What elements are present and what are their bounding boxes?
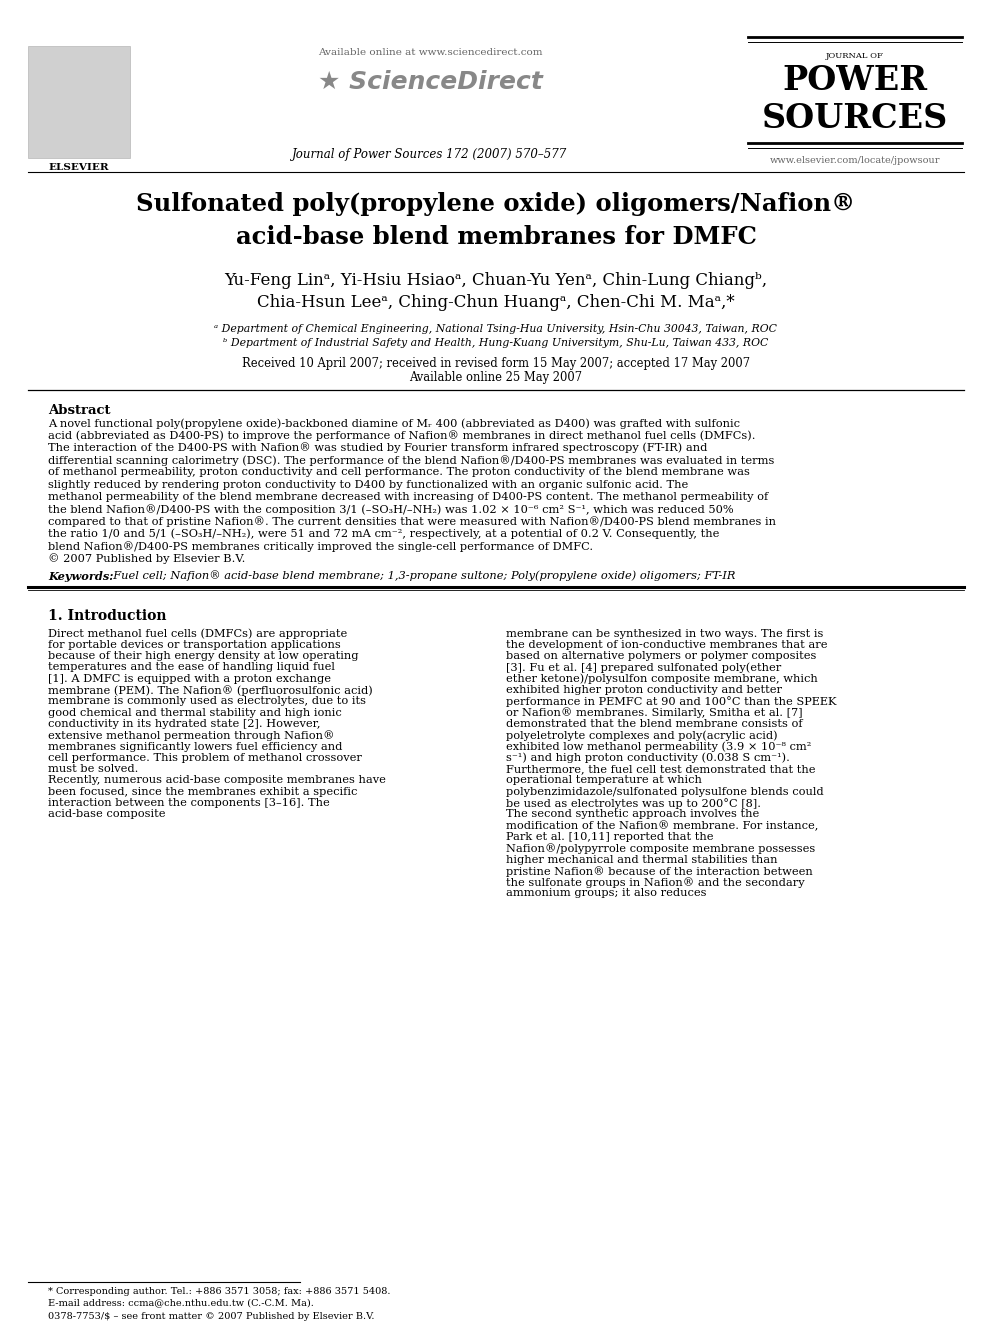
Text: demonstrated that the blend membrane consists of: demonstrated that the blend membrane con… (506, 718, 803, 729)
Text: POWER: POWER (783, 64, 928, 97)
Text: Direct methanol fuel cells (DMFCs) are appropriate: Direct methanol fuel cells (DMFCs) are a… (48, 628, 347, 639)
Text: acid (abbreviated as D400-PS) to improve the performance of Nafion® membranes in: acid (abbreviated as D400-PS) to improve… (48, 430, 756, 441)
Text: membrane can be synthesized in two ways. The first is: membrane can be synthesized in two ways.… (506, 628, 823, 639)
Text: interaction between the components [3–16]. The: interaction between the components [3–16… (48, 798, 329, 808)
Text: compared to that of pristine Nafion®. The current densities that were measured w: compared to that of pristine Nafion®. Th… (48, 516, 776, 527)
Text: Recently, numerous acid-base composite membranes have: Recently, numerous acid-base composite m… (48, 775, 386, 786)
Text: Yu-Feng Linᵃ, Yi-Hsiu Hsiaoᵃ, Chuan-Yu Yenᵃ, Chin-Lung Chiangᵇ,: Yu-Feng Linᵃ, Yi-Hsiu Hsiaoᵃ, Chuan-Yu Y… (224, 273, 768, 288)
Text: exhibited higher proton conductivity and better: exhibited higher proton conductivity and… (506, 685, 782, 695)
Text: A novel functional poly(propylene oxide)-backboned diamine of Mᵣ 400 (abbreviate: A novel functional poly(propylene oxide)… (48, 418, 740, 429)
Text: modification of the Nafion® membrane. For instance,: modification of the Nafion® membrane. Fo… (506, 820, 818, 831)
Text: E-mail address: ccma@che.nthu.edu.tw (C.-C.M. Ma).: E-mail address: ccma@che.nthu.edu.tw (C.… (48, 1298, 313, 1307)
Text: JOURNAL OF: JOURNAL OF (826, 52, 884, 60)
Text: The interaction of the D400-PS with Nafion® was studied by Fourier transform inf: The interaction of the D400-PS with Nafi… (48, 443, 707, 454)
Text: conductivity in its hydrated state [2]. However,: conductivity in its hydrated state [2]. … (48, 718, 320, 729)
Text: Park et al. [10,11] reported that the: Park et al. [10,11] reported that the (506, 832, 713, 841)
Text: the sulfonate groups in Nafion® and the secondary: the sulfonate groups in Nafion® and the … (506, 877, 805, 888)
Text: SOURCES: SOURCES (762, 102, 948, 135)
Text: Chia-Hsun Leeᵃ, Ching-Chun Huangᵃ, Chen-Chi M. Maᵃ,*: Chia-Hsun Leeᵃ, Ching-Chun Huangᵃ, Chen-… (257, 294, 735, 311)
Text: * Corresponding author. Tel.: +886 3571 3058; fax: +886 3571 5408.: * Corresponding author. Tel.: +886 3571 … (48, 1287, 391, 1297)
Text: the ratio 1/0 and 5/1 (–SO₃H/–NH₂), were 51 and 72 mA cm⁻², respectively, at a p: the ratio 1/0 and 5/1 (–SO₃H/–NH₂), were… (48, 529, 719, 540)
Bar (28, 46, 130, 157)
Text: [1]. A DMFC is equipped with a proton exchange: [1]. A DMFC is equipped with a proton ex… (48, 673, 331, 684)
Text: of methanol permeability, proton conductivity and cell performance. The proton c: of methanol permeability, proton conduct… (48, 467, 750, 478)
Text: cell performance. This problem of methanol crossover: cell performance. This problem of methan… (48, 753, 362, 763)
Text: Available online 25 May 2007: Available online 25 May 2007 (410, 370, 582, 384)
Text: Furthermore, the fuel cell test demonstrated that the: Furthermore, the fuel cell test demonstr… (506, 765, 815, 774)
Text: performance in PEMFC at 90 and 100°C than the SPEEK: performance in PEMFC at 90 and 100°C tha… (506, 696, 836, 708)
Text: ★ ScienceDirect: ★ ScienceDirect (317, 70, 543, 94)
Text: ᵇ Department of Industrial Safety and Health, Hung-Kuang Universitym, Shu-Lu, Ta: ᵇ Department of Industrial Safety and He… (223, 337, 769, 348)
Text: differential scanning calorimetry (DSC). The performance of the blend Nafion®/D4: differential scanning calorimetry (DSC).… (48, 455, 775, 466)
Text: extensive methanol permeation through Nafion®: extensive methanol permeation through Na… (48, 730, 334, 741)
Text: methanol permeability of the blend membrane decreased with increasing of D400-PS: methanol permeability of the blend membr… (48, 492, 768, 501)
Text: polyeletrolyte complexes and poly(acrylic acid): polyeletrolyte complexes and poly(acryli… (506, 730, 778, 741)
Text: good chemical and thermal stability and high ionic: good chemical and thermal stability and … (48, 708, 342, 717)
Text: © 2007 Published by Elsevier B.V.: © 2007 Published by Elsevier B.V. (48, 553, 245, 564)
Text: operational temperature at which: operational temperature at which (506, 775, 702, 786)
Text: pristine Nafion® because of the interaction between: pristine Nafion® because of the interact… (506, 865, 812, 877)
Text: The second synthetic approach involves the: The second synthetic approach involves t… (506, 810, 759, 819)
Text: ᵃ Department of Chemical Engineering, National Tsing-Hua University, Hsin-Chu 30: ᵃ Department of Chemical Engineering, Na… (214, 324, 778, 333)
Text: temperatures and the ease of handling liquid fuel: temperatures and the ease of handling li… (48, 663, 335, 672)
Text: Abstract: Abstract (48, 404, 110, 417)
Text: be used as electrolytes was up to 200°C [8].: be used as electrolytes was up to 200°C … (506, 798, 761, 808)
Text: 0378-7753/$ – see front matter © 2007 Published by Elsevier B.V.: 0378-7753/$ – see front matter © 2007 Pu… (48, 1312, 375, 1320)
Text: Available online at www.sciencedirect.com: Available online at www.sciencedirect.co… (317, 48, 543, 57)
Text: www.elsevier.com/locate/jpowsour: www.elsevier.com/locate/jpowsour (770, 156, 940, 165)
Text: exhibited low methanol permeability (3.9 × 10⁻⁸ cm²: exhibited low methanol permeability (3.9… (506, 742, 811, 753)
Text: or Nafion® membranes. Similarly, Smitha et al. [7]: or Nafion® membranes. Similarly, Smitha … (506, 708, 803, 718)
Text: 1. Introduction: 1. Introduction (48, 609, 167, 623)
Text: acid-base blend membranes for DMFC: acid-base blend membranes for DMFC (235, 225, 757, 249)
Text: membrane (PEM). The Nafion® (perfluorosulfonic acid): membrane (PEM). The Nafion® (perfluorosu… (48, 685, 373, 696)
Text: blend Nafion®/D400-PS membranes critically improved the single-cell performance : blend Nafion®/D400-PS membranes critical… (48, 541, 593, 552)
Text: [3]. Fu et al. [4] prepared sulfonated poly(ether: [3]. Fu et al. [4] prepared sulfonated p… (506, 663, 782, 673)
Text: ELSEVIER: ELSEVIER (49, 163, 109, 172)
Text: the development of ion-conductive membranes that are: the development of ion-conductive membra… (506, 640, 827, 650)
Text: ammonium groups; it also reduces: ammonium groups; it also reduces (506, 889, 706, 898)
Text: Keywords:: Keywords: (48, 570, 113, 582)
Text: membrane is commonly used as electrolytes, due to its: membrane is commonly used as electrolyte… (48, 696, 366, 706)
Text: acid-base composite: acid-base composite (48, 810, 166, 819)
Text: Fuel cell; Nafion® acid-base blend membrane; 1,3-propane sultone; Poly(propylene: Fuel cell; Nafion® acid-base blend membr… (106, 570, 735, 581)
Text: slightly reduced by rendering proton conductivity to D400 by functionalized with: slightly reduced by rendering proton con… (48, 479, 688, 490)
Text: been focused, since the membranes exhibit a specific: been focused, since the membranes exhibi… (48, 787, 357, 796)
Text: because of their high energy density at low operating: because of their high energy density at … (48, 651, 358, 662)
Text: ether ketone)/polysulfon composite membrane, which: ether ketone)/polysulfon composite membr… (506, 673, 817, 684)
Text: Sulfonated poly(propylene oxide) oligomers/Nafion®: Sulfonated poly(propylene oxide) oligome… (136, 192, 856, 216)
Text: the blend Nafion®/D400-PS with the composition 3/1 (–SO₃H/–NH₂) was 1.02 × 10⁻⁶ : the blend Nafion®/D400-PS with the compo… (48, 504, 734, 515)
Text: membranes significantly lowers fuel efficiency and: membranes significantly lowers fuel effi… (48, 742, 342, 751)
Text: Journal of Power Sources 172 (2007) 570–577: Journal of Power Sources 172 (2007) 570–… (293, 148, 567, 161)
Text: s⁻¹) and high proton conductivity (0.038 S cm⁻¹).: s⁻¹) and high proton conductivity (0.038… (506, 753, 790, 763)
Text: for portable devices or transportation applications: for portable devices or transportation a… (48, 640, 340, 650)
Text: higher mechanical and thermal stabilities than: higher mechanical and thermal stabilitie… (506, 855, 778, 865)
Text: Received 10 April 2007; received in revised form 15 May 2007; accepted 17 May 20: Received 10 April 2007; received in revi… (242, 357, 750, 370)
Text: based on alternative polymers or polymer composites: based on alternative polymers or polymer… (506, 651, 816, 662)
Text: must be solved.: must be solved. (48, 765, 138, 774)
Text: Nafion®/polypyrrole composite membrane possesses: Nafion®/polypyrrole composite membrane p… (506, 843, 815, 855)
Text: polybenzimidazole/sulfonated polysulfone blends could: polybenzimidazole/sulfonated polysulfone… (506, 787, 823, 796)
